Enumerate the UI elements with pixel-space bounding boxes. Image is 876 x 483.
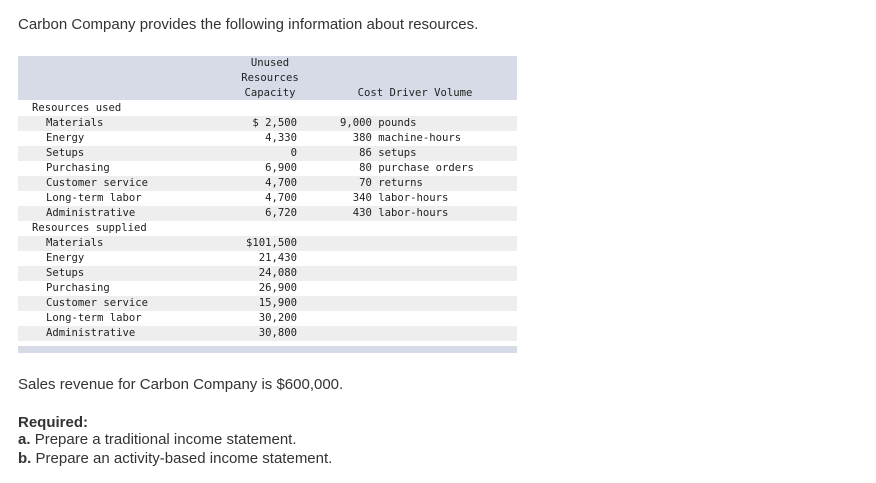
table-row: Long-term labor 30,200 <box>46 312 297 324</box>
table-row: Purchasing 6,900 80 purchase orders <box>46 162 474 174</box>
header-cost-driver-volume: Cost Driver Volume <box>357 87 473 99</box>
section-row-used: Resources used <box>18 101 517 116</box>
table-row: Purchasing 26,900 <box>46 282 297 294</box>
table-row: Energy 4,330 380 machine-hours <box>46 132 462 144</box>
sales-revenue-text: Sales revenue for Carbon Company is $600… <box>18 376 344 393</box>
table-row: Setups 0 86 setups <box>18 146 517 161</box>
intro-text: Carbon Company provides the following in… <box>18 16 479 33</box>
table-row: Long-term labor 4,700 340 labor-hours <box>46 192 449 204</box>
table-header-band <box>18 56 517 100</box>
table-row: Setups 24,080 <box>18 266 517 281</box>
required-item-b: b. Prepare an activity-based income stat… <box>18 450 333 467</box>
table-footer-band <box>18 346 517 353</box>
resources-table: Unused Resources Capacity Cost Driver Vo… <box>18 56 517 353</box>
table-row: Materials $101,500 <box>18 236 517 251</box>
table-row: Customer service 15,900 <box>18 296 517 311</box>
table-row: Energy 21,430 <box>46 252 297 264</box>
header-unused-capacity: Unused Resources Capacity <box>241 57 299 99</box>
table-row: Materials $ 2,500 9,000 pounds <box>18 116 517 131</box>
section-label-used: Resources used <box>32 102 122 114</box>
table-row: Customer service 4,700 70 returns <box>18 176 517 191</box>
table-row: Administrative 30,800 <box>18 326 517 341</box>
required-heading: Required: <box>18 414 89 431</box>
table-row: Administrative 6,720 430 labor-hours <box>18 206 517 221</box>
required-item-a: a. Prepare a traditional income statemen… <box>18 431 297 448</box>
section-label-supplied: Resources supplied <box>32 222 147 234</box>
section-row-supplied: Resources supplied <box>18 221 517 236</box>
